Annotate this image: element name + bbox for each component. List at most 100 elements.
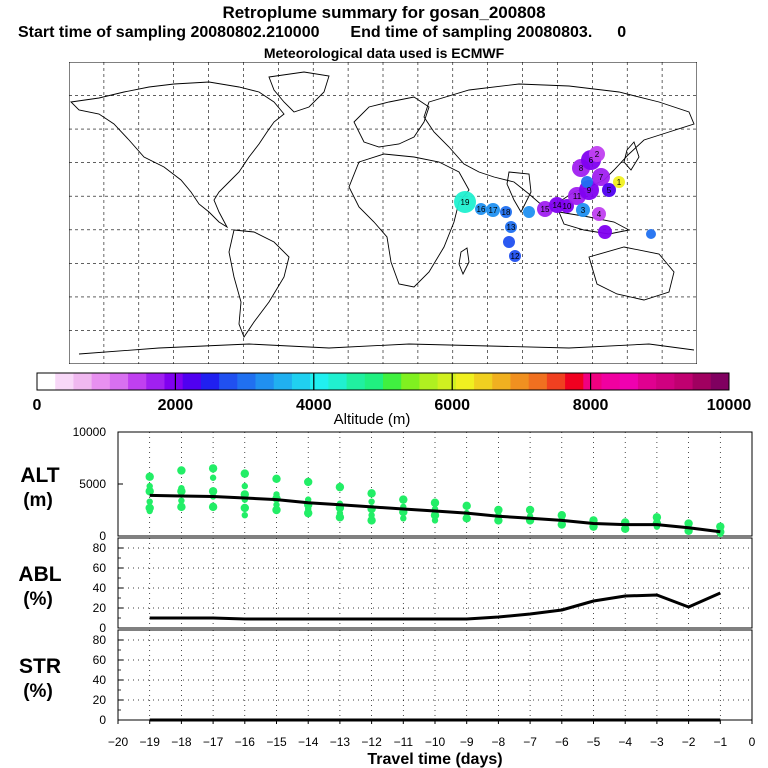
plume-marker bbox=[486, 203, 500, 217]
altitude-particle-point bbox=[304, 477, 313, 487]
y-tick-label: 0 bbox=[99, 529, 106, 543]
plume-day-label: 4 bbox=[597, 210, 602, 219]
x-tick-label: −5 bbox=[587, 735, 601, 749]
y-tick-label: 80 bbox=[93, 541, 107, 555]
altitude-particle-point bbox=[146, 507, 153, 515]
colorbar-cell bbox=[37, 373, 56, 390]
altitude-particle-point bbox=[430, 511, 440, 520]
plume-day-label: 12 bbox=[511, 252, 520, 261]
altitude-particle-point bbox=[368, 498, 375, 505]
altitude-particle-point bbox=[431, 517, 439, 524]
plume-day-label: 15 bbox=[541, 205, 550, 214]
plume-day-label: 18 bbox=[502, 208, 511, 217]
colorbar-cell bbox=[291, 373, 311, 390]
altitude-particle-point bbox=[177, 487, 186, 496]
colorbar-cell bbox=[128, 373, 147, 390]
altitude-particle-point bbox=[145, 472, 154, 481]
x-tick-label: −18 bbox=[171, 735, 192, 749]
altitude-particle-point bbox=[462, 501, 471, 511]
altitude-particle-point bbox=[400, 515, 407, 522]
plume-day-label: 10 bbox=[563, 202, 572, 211]
y-tick-label: 60 bbox=[93, 561, 107, 575]
altitude-particle-point bbox=[146, 498, 153, 505]
colorbar-cell bbox=[383, 373, 402, 390]
sampling-times: Start time of sampling 20080802.210000 E… bbox=[18, 24, 768, 42]
colorbar-cell bbox=[55, 373, 74, 390]
plume-day-label: 11 bbox=[573, 192, 582, 201]
plume-marker bbox=[592, 168, 610, 186]
colorbar-cell bbox=[109, 373, 129, 390]
plume-day-label: 7 bbox=[599, 173, 604, 182]
plume-marker bbox=[454, 191, 476, 213]
colorbar-tick-label: 6000 bbox=[434, 397, 470, 414]
colorbar-cell bbox=[164, 373, 184, 390]
colorbar-cell bbox=[601, 373, 621, 390]
x-tick-label: −7 bbox=[523, 735, 537, 749]
x-tick-label: −3 bbox=[650, 735, 664, 749]
x-tick-label: −13 bbox=[330, 735, 351, 749]
colorbar-cell bbox=[474, 373, 493, 390]
colorbar-cell bbox=[619, 373, 639, 390]
colorbar-cell bbox=[91, 373, 111, 390]
plume-marker bbox=[602, 183, 616, 197]
colorbar-cell bbox=[219, 373, 238, 390]
colorbar-cell bbox=[346, 373, 366, 390]
colorbar-cell bbox=[364, 373, 384, 390]
series-line bbox=[149, 591, 721, 621]
y-tick-label: 20 bbox=[93, 693, 107, 707]
y-tick-label: 0 bbox=[99, 621, 106, 635]
panel-ylabel: ALT bbox=[20, 464, 59, 487]
altitude-particle-point bbox=[208, 464, 218, 473]
colorbar-cell bbox=[565, 373, 584, 390]
plume-marker bbox=[598, 225, 612, 239]
colorbar-tick-label: 0 bbox=[33, 397, 42, 414]
altitude-particle-point bbox=[240, 503, 249, 513]
y-tick-label: 80 bbox=[93, 633, 107, 647]
chart-title: Retroplume summary for gosan_200808 bbox=[222, 3, 546, 22]
altitude-particle-point bbox=[335, 482, 345, 492]
plume-marker bbox=[560, 199, 574, 213]
x-tick-label: −17 bbox=[203, 735, 224, 749]
x-tick-label: −4 bbox=[618, 735, 632, 749]
x-tick-label: −16 bbox=[235, 735, 256, 749]
altitude-particle-point bbox=[335, 513, 345, 522]
plume-marker bbox=[523, 206, 535, 218]
end-time-suffix: 0 bbox=[617, 24, 627, 41]
altitude-particle-point bbox=[399, 495, 408, 504]
plume-day-label: 16 bbox=[477, 205, 486, 214]
colorbar-cell bbox=[328, 373, 347, 390]
altitude-particle-point bbox=[272, 505, 281, 515]
y-tick-label: 5000 bbox=[79, 477, 106, 491]
altitude-particle-point bbox=[494, 516, 503, 525]
altitude-particle-point bbox=[241, 482, 248, 490]
colorbar-cell bbox=[455, 373, 475, 390]
x-tick-label: −14 bbox=[298, 735, 319, 749]
x-tick-label: −9 bbox=[460, 735, 474, 749]
altitude-particle-point bbox=[367, 489, 376, 498]
x-tick-label: −11 bbox=[394, 735, 414, 749]
altitude-particle-point bbox=[177, 466, 186, 475]
met-data-label: Meteorological data used is ECMWF bbox=[263, 45, 505, 61]
plume-day-label: 8 bbox=[579, 164, 584, 173]
colorbar-cell bbox=[546, 373, 566, 390]
plume-marker bbox=[592, 207, 606, 221]
altitude-particle-point bbox=[304, 508, 313, 518]
plume-marker bbox=[509, 250, 521, 262]
end-time-label: End time of sampling 20080803. bbox=[350, 24, 593, 41]
colorbar-cell bbox=[656, 373, 675, 390]
altitude-particle-point bbox=[240, 469, 249, 478]
x-tick-label: −2 bbox=[682, 735, 696, 749]
colorbar-cell bbox=[492, 373, 511, 390]
colorbar-cell bbox=[146, 373, 165, 390]
plume-day-label: 13 bbox=[507, 223, 516, 232]
colorbar-tick-label: 10000 bbox=[707, 397, 752, 414]
altitude-particle-point bbox=[367, 516, 376, 525]
y-tick-label: 0 bbox=[99, 713, 106, 727]
altitude-particle-point bbox=[494, 505, 503, 515]
colorbar-cell bbox=[73, 373, 93, 390]
colorbar-cell bbox=[510, 373, 530, 390]
plume-day-label: 2 bbox=[595, 150, 600, 159]
x-tick-label: −1 bbox=[713, 735, 727, 749]
plume-day-label: 19 bbox=[461, 198, 470, 207]
